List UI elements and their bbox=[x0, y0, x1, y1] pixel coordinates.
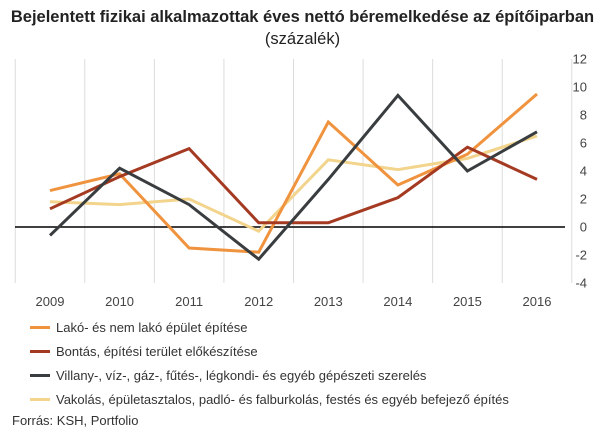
x-tick-label-2016: 2016 bbox=[523, 294, 552, 309]
y-tick-label-6: 8 bbox=[580, 108, 587, 123]
legend-label-2: Bontás, építési terület előkészítése bbox=[56, 344, 258, 359]
source-note: Forrás: KSH, Portfolio bbox=[12, 413, 139, 428]
series-line-3 bbox=[48, 93, 538, 262]
legend-item-2: Bontás, építési terület előkészítése bbox=[30, 340, 600, 364]
y-tick-label-5: 6 bbox=[580, 136, 587, 151]
y-tick-label-0: -4 bbox=[575, 276, 587, 291]
legend-item-4: Vakolás, épületasztalos, padló- és falbu… bbox=[30, 388, 600, 412]
x-tick-label-2013: 2013 bbox=[314, 294, 343, 309]
legend-item-3: Villany-, víz-, gáz-, fűtés-, légkondi- … bbox=[30, 364, 600, 388]
line-chart: -4 -2 0 2 4 6 8 10 12 2009 2010 2011 2012 2013 2014 201… bbox=[14, 52, 587, 309]
legend-label-3: Villany-, víz-, gáz-, fűtés-, légkondi- … bbox=[56, 368, 427, 383]
y-tick-label-7: 10 bbox=[573, 80, 587, 95]
chart-title-main: Bejelentett fizikai alkalmazottak éves n… bbox=[10, 8, 595, 26]
x-tick-label-2011: 2011 bbox=[175, 294, 203, 309]
grid-lines bbox=[14, 59, 573, 283]
chart-title-unit: (százalék) bbox=[264, 30, 341, 48]
x-axis-ticks: 2009 2010 2011 2012 2013 2014 2015 2016 bbox=[36, 294, 552, 309]
y-tick-label-1: -2 bbox=[575, 248, 587, 263]
legend-swatch-2 bbox=[30, 350, 50, 354]
legend-label-1: Lakó- és nem lakó épület építése bbox=[56, 320, 248, 335]
legend-swatch-3 bbox=[30, 374, 50, 378]
y-axis-ticks: -4 -2 0 2 4 6 8 10 12 bbox=[573, 52, 587, 291]
legend-swatch-1 bbox=[30, 326, 50, 330]
x-tick-label-2009: 2009 bbox=[36, 294, 65, 309]
x-tick-label-2012: 2012 bbox=[244, 294, 273, 309]
y-tick-label-3: 2 bbox=[580, 192, 587, 207]
x-tick-label-2014: 2014 bbox=[383, 294, 412, 309]
y-tick-label-8: 12 bbox=[573, 52, 587, 67]
chart-legend: Lakó- és nem lakó épület építése Bontás, … bbox=[30, 316, 600, 412]
legend-swatch-4 bbox=[30, 398, 50, 402]
legend-item-1: Lakó- és nem lakó épület építése bbox=[30, 316, 600, 340]
y-tick-label-2: 0 bbox=[580, 220, 587, 235]
x-tick-label-2010: 2010 bbox=[105, 294, 134, 309]
x-tick-label-2015: 2015 bbox=[453, 294, 482, 309]
chart-title: Bejelentett fizikai alkalmazottak éves n… bbox=[0, 6, 605, 50]
y-tick-label-4: 4 bbox=[580, 164, 587, 179]
legend-label-4: Vakolás, épületasztalos, padló- és falbu… bbox=[56, 392, 509, 407]
series-line-2 bbox=[49, 145, 538, 225]
